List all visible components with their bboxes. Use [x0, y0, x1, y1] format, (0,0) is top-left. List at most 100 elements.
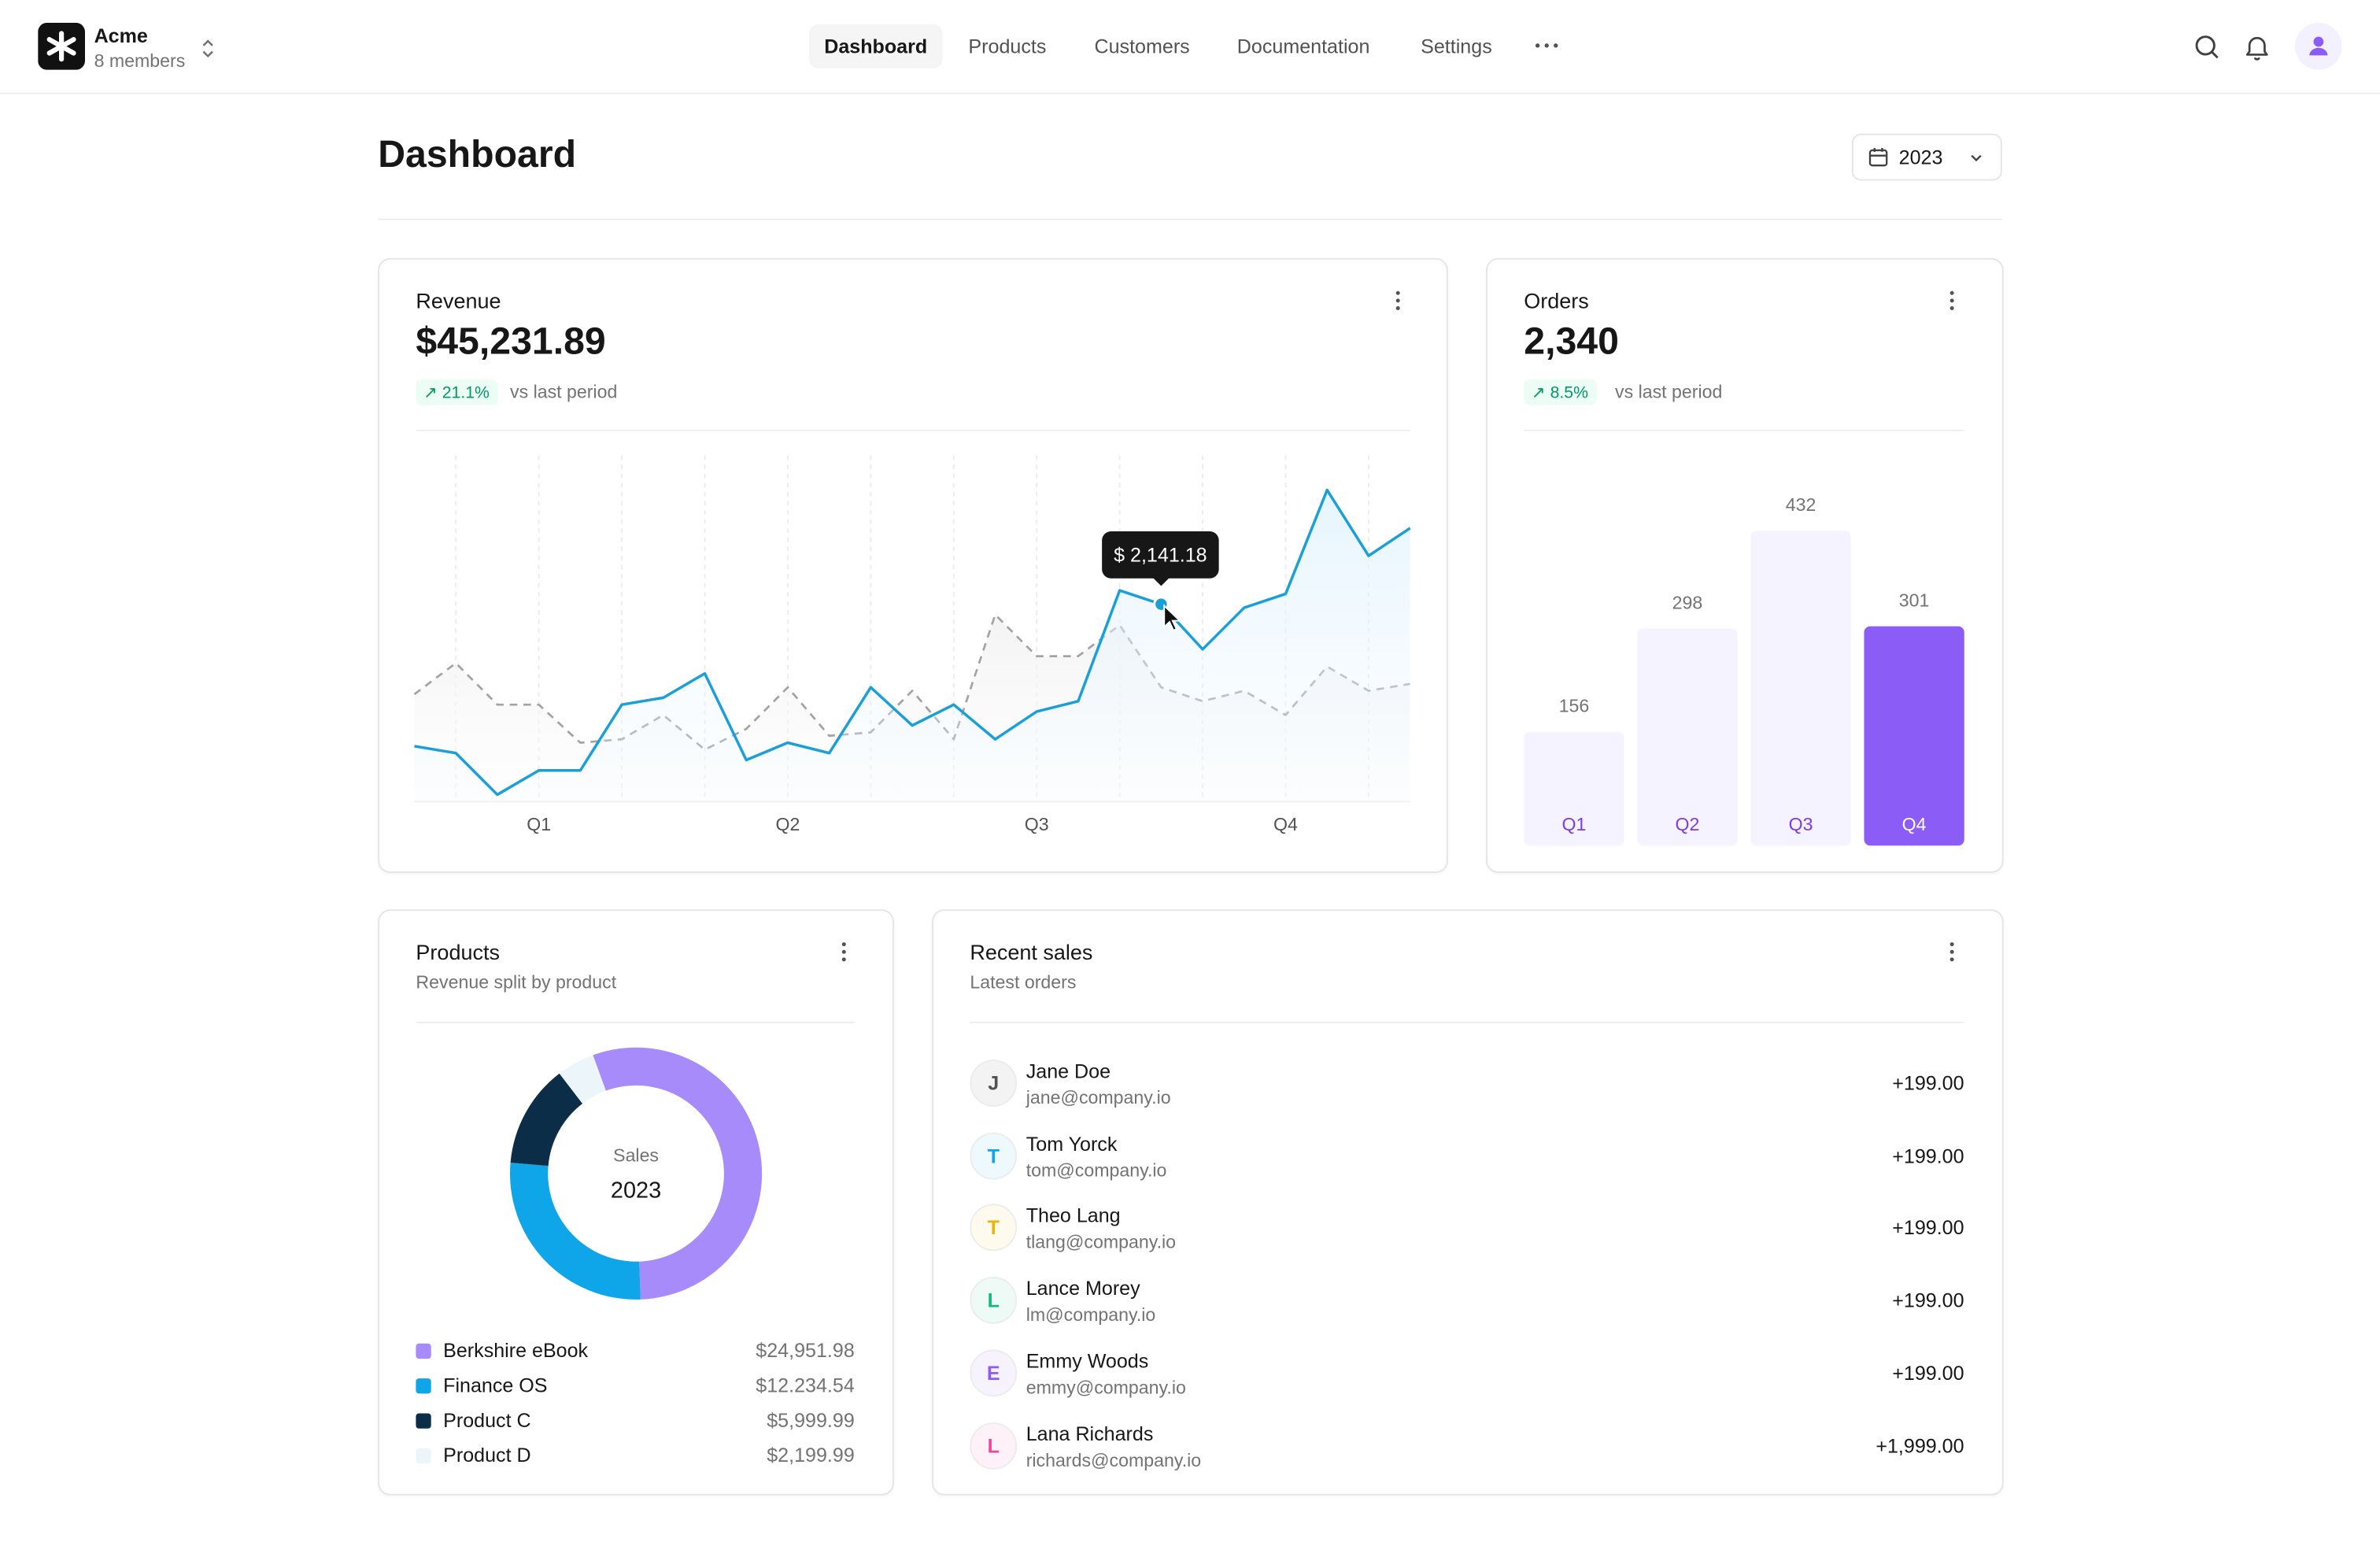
customer-name: Lana Richards — [1026, 1422, 1154, 1445]
customer-name: Lance Morey — [1026, 1277, 1140, 1300]
menu-button[interactable] — [1942, 288, 1963, 313]
nav-item[interactable]: Products — [968, 35, 1047, 58]
sale-amount: +199.00 — [1892, 1289, 1964, 1312]
year-picker[interactable]: 2023 — [1851, 133, 2002, 181]
value-label: 432 — [1786, 494, 1816, 515]
legend-swatch — [416, 1448, 431, 1464]
nav-item[interactable]: Settings — [1421, 35, 1492, 58]
dot — [1949, 290, 1954, 295]
notifications-icon[interactable] — [2243, 33, 2271, 61]
legend-swatch — [416, 1343, 431, 1359]
card-title: Orders — [1524, 288, 1589, 313]
center-value: 2023 — [611, 1178, 661, 1204]
org-switch-icon[interactable] — [199, 36, 217, 61]
customer-email: jane@company.io — [1026, 1086, 1171, 1108]
line — [413, 613, 1410, 751]
dot — [841, 957, 846, 962]
value-label: 298 — [1672, 592, 1703, 612]
customer-name: Jane Doe — [1026, 1060, 1111, 1083]
pie-slice — [509, 1162, 641, 1300]
customer-email: tom@company.io — [1026, 1159, 1167, 1181]
menu-button[interactable] — [1388, 288, 1409, 313]
page-title: Dashboard — [378, 133, 577, 176]
org-name[interactable]: Acme — [94, 24, 148, 47]
dot — [1949, 949, 1954, 954]
dot — [1949, 305, 1954, 311]
sale-amount: +1,999.00 — [1876, 1433, 1964, 1457]
legend-value: $24,951.98 — [756, 1338, 855, 1362]
menu-button[interactable] — [1942, 940, 1963, 964]
legend-label: Product C — [443, 1408, 531, 1432]
menu-button[interactable] — [833, 940, 855, 964]
area — [414, 490, 1410, 802]
x-tick-label: Q3 — [1025, 814, 1049, 834]
customer-email: lm@company.io — [1026, 1304, 1156, 1326]
divider — [378, 218, 2002, 220]
legend-value: $2,199.99 — [767, 1444, 855, 1466]
change-note: vs last period — [1614, 381, 1723, 403]
tooltip-arrow — [1151, 576, 1170, 586]
x-tick-label: Q1 — [1561, 814, 1586, 834]
tooltip: $ 2,141.18 — [1102, 531, 1219, 579]
x-tick-label: Q2 — [1676, 814, 1700, 834]
dot — [841, 949, 846, 954]
value-label: 301 — [1899, 590, 1930, 611]
sale-amount: +199.00 — [1892, 1071, 1964, 1095]
card-title: Revenue — [416, 288, 501, 313]
nav-item[interactable]: Dashboard — [808, 24, 943, 68]
avatar: J — [970, 1060, 1018, 1107]
legend-label: Product D — [443, 1444, 531, 1466]
change-badge: ↗ 21.1% — [416, 379, 499, 405]
x-tick-label: Q2 — [775, 814, 800, 834]
customer-email: tlang@company.io — [1026, 1231, 1177, 1253]
legend-swatch — [416, 1413, 431, 1429]
dot — [841, 942, 846, 947]
center-label: Sales — [613, 1145, 659, 1165]
avatar: E — [970, 1349, 1018, 1396]
divider — [1524, 429, 1964, 431]
logo[interactable] — [38, 22, 85, 70]
customer-name: Theo Lang — [1026, 1204, 1121, 1228]
x-tick-label: Q1 — [527, 814, 551, 834]
divider — [970, 1021, 1964, 1023]
bar — [1864, 626, 1964, 846]
tooltip-text: $ 2,141.18 — [1114, 543, 1207, 567]
value-label: 156 — [1559, 696, 1590, 716]
user-avatar[interactable] — [2294, 22, 2342, 70]
customer-email: emmy@company.io — [1026, 1376, 1186, 1398]
nav-item[interactable]: Customers — [1094, 35, 1190, 58]
sales-card — [932, 909, 2004, 1496]
avatar: L — [970, 1422, 1018, 1469]
search-icon[interactable] — [2193, 33, 2221, 61]
change-value: 21.1% — [442, 383, 490, 403]
change-badge: ↗ 8.5% — [1524, 379, 1598, 405]
kpi-value: $45,231.89 — [416, 320, 606, 363]
pie-slice — [593, 1047, 763, 1300]
kpi-value: 2,340 — [1524, 320, 1619, 363]
avatar: T — [970, 1132, 1018, 1179]
card-title: Products — [416, 939, 500, 964]
calendar-icon — [1868, 148, 1888, 167]
more-icon[interactable] — [1525, 33, 1568, 57]
legend-label: Berkshire eBook — [443, 1338, 589, 1362]
sale-amount: +199.00 — [1892, 1144, 1964, 1167]
nav-item[interactable]: Documentation — [1236, 35, 1370, 58]
legend-value: $12.234.54 — [756, 1374, 855, 1397]
sale-amount: +199.00 — [1892, 1361, 1964, 1385]
dot — [1395, 305, 1400, 311]
card-title: Recent sales — [970, 939, 1093, 964]
divider — [416, 429, 1410, 431]
change-value: 8.5% — [1550, 383, 1588, 403]
cursor — [1163, 604, 1182, 632]
legend-label: Finance OS — [443, 1374, 548, 1397]
divider — [416, 1021, 855, 1023]
change-note: vs last period — [509, 381, 618, 403]
year-label: 2023 — [1898, 146, 1943, 169]
card-subtitle: Latest orders — [970, 971, 1077, 993]
card-subtitle: Revenue split by product — [416, 971, 617, 993]
x-tick-label: Q4 — [1273, 814, 1298, 834]
customer-email: richards@company.io — [1026, 1448, 1202, 1470]
avatar: L — [970, 1277, 1018, 1324]
